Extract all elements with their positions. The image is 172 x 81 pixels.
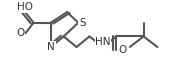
Text: HN: HN <box>95 37 111 47</box>
Text: N: N <box>47 42 55 52</box>
Text: S: S <box>79 18 86 28</box>
Text: HO: HO <box>17 2 33 12</box>
Text: O: O <box>16 28 24 38</box>
Text: O: O <box>118 45 126 55</box>
